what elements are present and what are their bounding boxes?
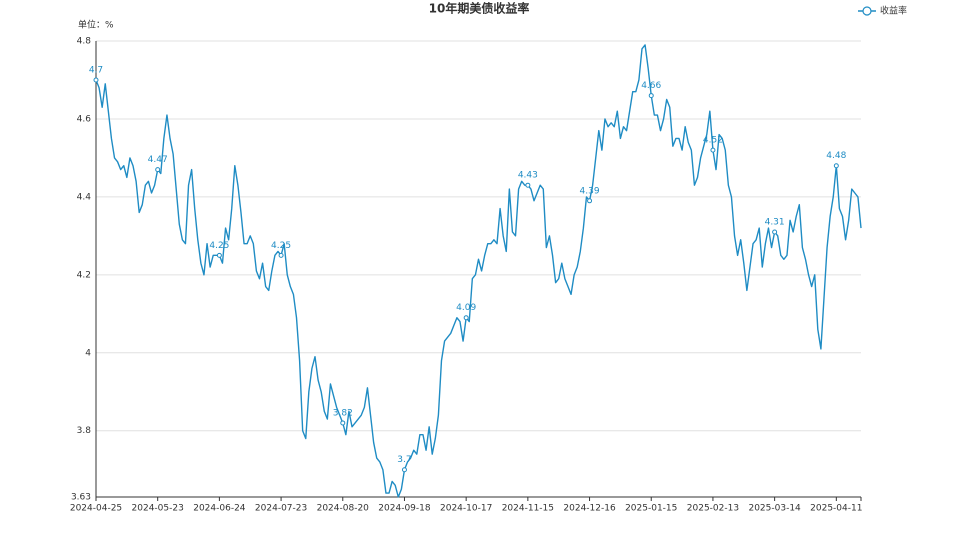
data-label: 4.25 — [209, 241, 229, 251]
x-tick-label: 2024-04-25 — [70, 504, 122, 514]
x-tick-label: 2024-08-20 — [317, 504, 370, 514]
x-tick-label: 2025-02-13 — [687, 504, 739, 514]
x-tick-label: 2024-09-18 — [378, 504, 431, 514]
point — [401, 467, 407, 473]
y-tick-label: 4.2 — [77, 270, 91, 280]
x-tick-label: 2024-11-15 — [502, 504, 554, 514]
legend-marker — [862, 6, 872, 16]
y-tick-label: 4.8 — [77, 37, 92, 47]
unit-label: 单位：% — [78, 19, 114, 31]
data-label: 4.66 — [641, 81, 661, 91]
point — [587, 198, 593, 204]
chart-title: 10年期美债收益率 — [429, 1, 530, 16]
point — [772, 229, 778, 235]
line — [95, 44, 862, 498]
legend-label: 收益率 — [880, 5, 907, 17]
x-tick-label: 2024-07-23 — [255, 504, 307, 514]
data-label: 4.25 — [271, 241, 291, 251]
data-label: 4.47 — [148, 155, 168, 165]
data-label: 4.48 — [826, 151, 846, 161]
data-label: 4.7 — [89, 65, 103, 75]
x-tick-label: 2024-12-16 — [563, 504, 616, 514]
point — [278, 252, 284, 258]
y-tick-label: 4.4 — [77, 192, 92, 202]
y-tick-label: 4 — [85, 348, 91, 358]
data-label: 4.31 — [765, 217, 785, 227]
point — [833, 163, 839, 169]
data-label: 4.09 — [456, 303, 476, 313]
point — [463, 315, 469, 321]
point — [340, 420, 346, 426]
data-label: 4.39 — [580, 186, 600, 196]
point — [525, 182, 531, 188]
y-tick-label: 4.6 — [77, 114, 92, 124]
x-tick-label: 2025-04-11 — [810, 504, 862, 514]
x-tick-label: 2024-06-24 — [193, 504, 246, 514]
x-tick-label: 2024-10-17 — [440, 504, 492, 514]
point — [155, 167, 161, 173]
x-tick-label: 2024-05-23 — [132, 504, 184, 514]
y-tick-label: 3.63 — [71, 493, 91, 503]
point — [648, 93, 654, 99]
y-tick-label: 3.8 — [77, 426, 92, 436]
point — [216, 252, 222, 258]
point — [93, 77, 99, 83]
x-tick-label: 2025-01-15 — [625, 504, 677, 514]
data-label: 3.82 — [333, 408, 353, 418]
x-tick-label: 2025-03-14 — [748, 504, 801, 514]
data-label: 4.52 — [703, 136, 723, 146]
data-label: 3.7 — [397, 455, 411, 465]
point — [710, 147, 716, 153]
data-label: 4.43 — [518, 171, 538, 181]
